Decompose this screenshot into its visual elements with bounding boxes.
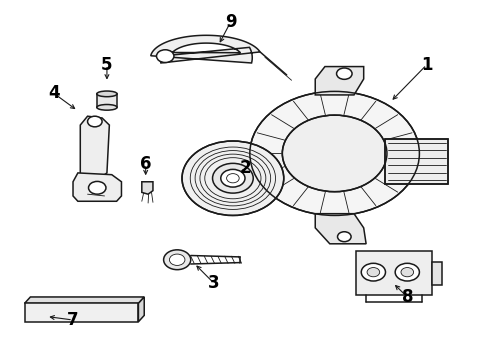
Polygon shape — [386, 139, 448, 184]
Polygon shape — [24, 297, 144, 303]
Circle shape — [170, 254, 185, 265]
Text: 1: 1 — [421, 56, 432, 74]
Circle shape — [213, 163, 253, 193]
Text: 9: 9 — [224, 13, 236, 31]
Text: 6: 6 — [140, 155, 151, 173]
Polygon shape — [97, 94, 117, 107]
Circle shape — [282, 115, 387, 192]
Circle shape — [401, 267, 414, 277]
Circle shape — [88, 116, 102, 127]
Circle shape — [164, 250, 191, 270]
Polygon shape — [315, 214, 366, 244]
Text: 8: 8 — [401, 288, 413, 306]
Circle shape — [337, 68, 352, 79]
Circle shape — [361, 263, 386, 281]
Text: 3: 3 — [208, 274, 220, 292]
Polygon shape — [24, 303, 138, 322]
Polygon shape — [432, 261, 442, 284]
Circle shape — [221, 169, 245, 187]
Polygon shape — [142, 182, 153, 194]
Circle shape — [182, 141, 284, 215]
Text: 7: 7 — [67, 311, 79, 329]
Circle shape — [250, 91, 419, 215]
Circle shape — [338, 232, 351, 242]
Polygon shape — [138, 297, 144, 322]
Circle shape — [395, 263, 419, 281]
Text: 5: 5 — [101, 56, 113, 74]
Polygon shape — [80, 116, 109, 180]
Text: 4: 4 — [48, 84, 59, 102]
Polygon shape — [151, 35, 260, 63]
Circle shape — [156, 50, 174, 63]
Ellipse shape — [97, 104, 117, 110]
Ellipse shape — [97, 91, 117, 97]
Circle shape — [89, 181, 106, 194]
Polygon shape — [315, 67, 364, 95]
Polygon shape — [356, 251, 432, 295]
Polygon shape — [73, 173, 122, 201]
Text: 2: 2 — [239, 159, 251, 177]
Bar — [386, 139, 448, 184]
Circle shape — [367, 267, 380, 277]
Circle shape — [226, 174, 239, 183]
